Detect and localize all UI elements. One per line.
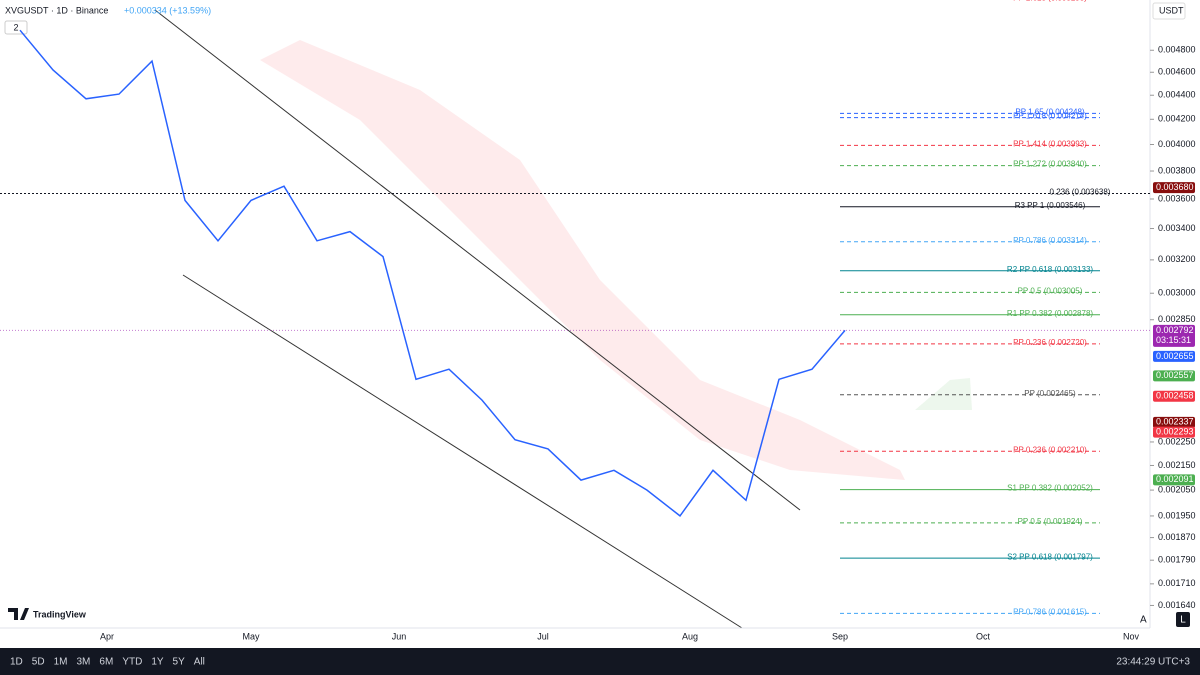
price-tag	[1153, 426, 1195, 438]
currency-box[interactable]	[1152, 2, 1186, 20]
pivot-label: R1 PP 0.382 (0.002878)	[1007, 309, 1093, 318]
y-tick-label: 0.003200	[1158, 254, 1196, 264]
logo-icon	[8, 608, 29, 620]
range-button[interactable]: 1M	[54, 657, 68, 668]
price-tag-label: 0.003680	[1156, 182, 1194, 192]
pivot-label: PP 1.65 (0.004248)	[1015, 108, 1085, 117]
price-line	[19, 29, 846, 517]
price-tag-label: 0.002557	[1156, 370, 1194, 380]
log-scale: L	[1180, 615, 1186, 626]
y-tick-label: 0.003000	[1158, 288, 1196, 298]
x-tick-label: Oct	[976, 631, 991, 641]
price-tag	[1153, 390, 1195, 402]
range-button[interactable]: 5D	[32, 657, 45, 668]
price-tag	[1153, 324, 1195, 347]
pivot-label: PP 0.236 (0.002210)	[1013, 445, 1087, 454]
pivot-label: PP 0.5 (0.001924)	[1018, 517, 1083, 526]
range-button[interactable]: 3M	[77, 657, 91, 668]
clock: 23:44:29 UTC+3	[1116, 657, 1190, 668]
pivot-label: PP (0.002465)	[1024, 389, 1076, 398]
pivot-label: PP 1.618 (0.004214)	[1013, 112, 1087, 121]
auto-scale[interactable]: A	[1140, 615, 1147, 626]
pivot-label: S1 PP 0.382 (0.002052)	[1007, 484, 1093, 493]
y-tick-label: 0.001640	[1158, 600, 1196, 610]
y-tick-label: 0.003600	[1158, 193, 1196, 203]
pivot-label: 0.236 (0.003638)	[1050, 188, 1111, 197]
pivot-label: PP 0.786 (0.003314)	[1013, 236, 1087, 245]
price-tag-label: 0.002792	[1156, 325, 1194, 335]
price-tag-label: 0.002091	[1156, 474, 1194, 484]
indicator-count: 2	[13, 22, 18, 32]
price-tag	[1153, 182, 1195, 194]
y-tick-label: 0.002150	[1158, 460, 1196, 470]
price-tag-label: 0.002458	[1156, 391, 1194, 401]
range-button[interactable]: 5Y	[173, 657, 186, 668]
pivot-label: R3 PP 1 (0.003546)	[1015, 201, 1086, 210]
y-tick-label: 0.002250	[1158, 436, 1196, 446]
log-box[interactable]	[1176, 612, 1190, 627]
pivot-label: PP 0.786 (0.001615)	[1013, 607, 1087, 616]
range-button[interactable]: YTD	[122, 657, 142, 668]
price-tag	[1153, 474, 1195, 486]
y-tick-label: 0.004000	[1158, 139, 1196, 149]
pivot-label: PP 0.5 (0.003005)	[1018, 286, 1083, 295]
y-tick-label: 0.001710	[1158, 578, 1196, 588]
change: +0.000334 (+13.59%)	[124, 5, 211, 15]
range-button[interactable]: 1D	[10, 657, 23, 668]
indicator-toggle[interactable]	[4, 20, 28, 35]
logo: TradingView	[33, 609, 87, 619]
channel-lower	[182, 274, 743, 629]
range-button[interactable]: 1Y	[151, 657, 164, 668]
ichimoku-cloud	[260, 40, 905, 480]
x-tick-label: May	[242, 631, 260, 641]
price-tag	[1153, 370, 1195, 382]
price-tag	[1153, 350, 1195, 362]
y-tick-label: 0.002050	[1158, 484, 1196, 494]
price-tag-label: 0.002337	[1156, 417, 1194, 427]
x-tick-label: Jul	[537, 631, 549, 641]
range-button[interactable]: 6M	[99, 657, 113, 668]
x-tick-label: Apr	[100, 631, 114, 641]
price-tag	[1153, 416, 1195, 428]
y-tick-label: 0.002850	[1158, 314, 1196, 324]
price-tag-timer: 03:15:31	[1156, 335, 1191, 345]
pivot-label: S2 PP 0.618 (0.001797)	[1007, 552, 1093, 561]
x-tick-label: Nov	[1123, 631, 1140, 641]
price-tag-label: 0.002293	[1156, 427, 1194, 437]
y-tick-label: 0.004200	[1158, 114, 1196, 124]
range-button[interactable]: All	[194, 657, 205, 668]
price-tag-label: 0.002655	[1156, 351, 1194, 361]
y-tick-label: 0.004800	[1158, 45, 1196, 55]
symbol[interactable]: XVGUSDT · 1D · Binance	[5, 5, 108, 15]
x-tick-label: Aug	[682, 631, 698, 641]
y-tick-label: 0.001870	[1158, 532, 1196, 542]
channel-upper	[154, 9, 801, 511]
y-tick-label: 0.003800	[1158, 165, 1196, 175]
y-tick-label: 0.004400	[1158, 90, 1196, 100]
ichimoku-cloud-future	[915, 378, 972, 410]
currency: USDT	[1159, 5, 1184, 15]
toolbar-items: 1D 5D 1M 3M 6M YTD 1Y 5Y All 23:44:29 UTC+3	[10, 657, 1190, 668]
y-tick-label: 0.004600	[1158, 67, 1196, 77]
y-tick-label: 0.001790	[1158, 555, 1196, 565]
y-tick-label: 0.001950	[1158, 510, 1196, 520]
pivot-label: PP 1.414 (0.003993)	[1013, 140, 1087, 149]
x-tick-label: Jun	[392, 631, 407, 641]
pivot-label: PP 2.618 (0.005298)	[1013, 0, 1087, 2]
y-tick-label: 0.003400	[1158, 223, 1196, 233]
pivot-label: R2 PP 0.618 (0.003133)	[1007, 265, 1093, 274]
toolbar	[0, 648, 1200, 675]
x-tick-label: Sep	[832, 631, 848, 641]
pivot-label: PP 0.236 (0.002720)	[1013, 338, 1087, 347]
pivot-label: PP 1.272 (0.003840)	[1013, 160, 1087, 169]
